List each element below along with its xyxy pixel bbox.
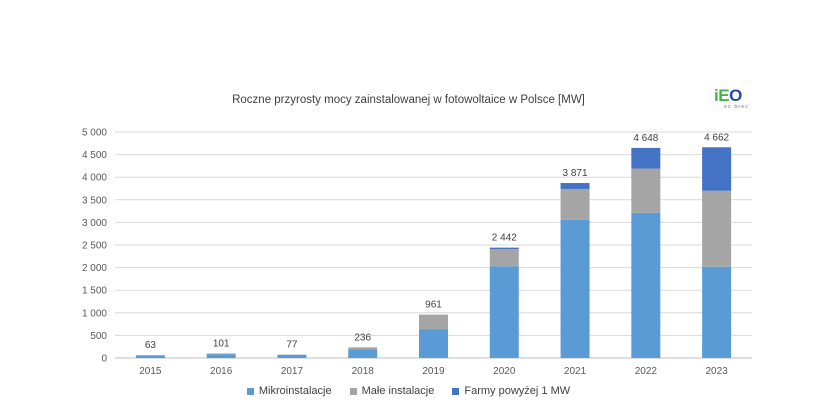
bar-segment [206,354,236,358]
legend-label: Mikroinstalacje [258,385,332,397]
legend-swatch [349,387,357,395]
bar-segment [560,188,590,220]
legend-label: Farmy powyżej 1 MW [464,385,571,397]
bar-segment [560,219,590,358]
legend-item: Farmy powyżej 1 MW [452,385,570,397]
bar-segment [419,329,448,358]
legend-item: Małe instalacje [349,385,435,397]
y-tick-label: 5 000 [82,128,107,139]
bar-segment [348,349,378,358]
x-tick-label: 2019 [422,366,445,377]
x-tick-label: 2023 [705,366,728,377]
bar-segment [489,266,519,358]
legend-item: Mikroinstalacje [246,385,332,397]
y-tick-label: 2 000 [82,263,107,274]
bar-segment [489,247,519,250]
bar-segment [702,190,732,267]
ieo-logo: iEO ec brec [714,86,754,112]
data-label: 2 442 [492,233,517,244]
bar-segment [631,212,661,358]
x-tick-label: 2018 [352,366,375,377]
y-tick-label: 0 [101,354,107,365]
x-tick-label: 2017 [281,366,304,377]
data-label: 77 [286,340,298,351]
bar-segment [560,183,590,189]
chart-title: Roczne przyrosty mocy zainstalowanej w f… [232,94,585,106]
bar-segment [419,314,448,330]
y-tick-label: 1 500 [82,286,107,297]
y-tick-label: 3 000 [82,218,107,229]
bar-segment [631,147,661,169]
legend-swatch [452,387,460,395]
bar-segment [631,168,661,213]
bar-segment [206,353,236,355]
x-tick-label: 2021 [564,366,587,377]
y-tick-label: 1 000 [82,308,107,319]
logo-subtext: ec brec [724,104,750,110]
y-tick-label: 4 500 [82,150,107,161]
data-label: 4 648 [633,133,658,144]
y-tick-label: 4 000 [82,173,107,184]
data-label: 101 [213,338,230,349]
chart-legend: Mikroinstalacje Małe instalacje Farmy powy… [0,385,817,397]
x-tick-label: 2020 [493,366,516,377]
x-tick-label: 2016 [210,366,233,377]
data-label: 236 [354,332,371,343]
bar-segment [277,354,307,358]
bar-segment [702,266,732,358]
legend-label: Małe instalacje [361,385,435,397]
bar-segment [135,355,165,358]
y-tick-label: 2 500 [82,241,107,252]
data-label: 4 662 [704,132,729,143]
x-tick-label: 2015 [139,366,162,377]
legend-swatch [246,387,254,395]
bar-segment [489,249,519,267]
y-tick-label: 3 500 [82,195,107,206]
x-tick-label: 2022 [635,366,658,377]
y-tick-label: 500 [90,331,107,342]
bar-segment [348,347,378,350]
logo-text: iEO [714,86,742,105]
data-label: 63 [145,340,157,351]
data-label: 3 871 [563,168,588,179]
bar-segment [702,147,732,191]
data-label: 961 [425,300,442,311]
